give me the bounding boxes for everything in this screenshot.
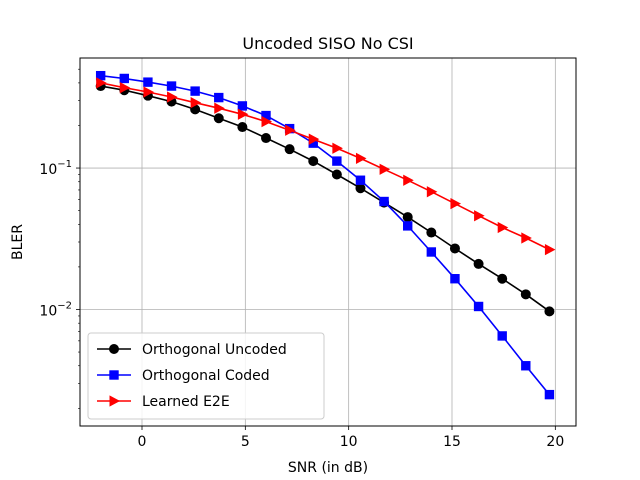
data-point-triangle (214, 102, 225, 114)
data-point-square (332, 156, 342, 166)
data-point-square (473, 301, 484, 312)
x-tick-label: 20 (546, 434, 564, 450)
legend-entry: Learned E2E (97, 394, 230, 410)
data-point-triangle (109, 395, 121, 407)
series-orthogonal-coded (95, 70, 555, 400)
data-point-square (450, 274, 460, 284)
legend: Orthogonal Uncoded Orthogonal Coded Learne… (87, 332, 325, 420)
data-point-circle (449, 243, 460, 254)
data-point-square (355, 175, 366, 185)
data-point-square (109, 370, 119, 380)
data-point-triangle (119, 82, 131, 94)
x-axis-label: SNR (in dB) (288, 460, 368, 476)
legend-entry: Orthogonal Uncoded (97, 342, 287, 358)
data-point-triangle (308, 133, 320, 145)
legend-entry: Orthogonal Coded (97, 368, 270, 384)
series-layer (95, 70, 556, 400)
data-point-square (237, 101, 248, 111)
data-point-circle (331, 169, 342, 180)
data-point-circle (544, 306, 555, 317)
data-point-triangle (190, 97, 202, 109)
data-point-triangle (355, 152, 367, 165)
legend-label: Orthogonal Uncoded (142, 342, 287, 358)
data-point-square (143, 77, 153, 87)
data-point-square (119, 73, 129, 84)
x-tick-label: 15 (443, 434, 461, 450)
data-point-square (426, 247, 437, 257)
data-point-triangle (332, 142, 343, 154)
data-point-triangle (285, 124, 296, 136)
data-point-triangle (167, 91, 178, 103)
data-point-square (214, 92, 224, 103)
x-tick-label: 0 (138, 434, 147, 450)
data-point-triangle (96, 77, 107, 89)
legend-box (87, 332, 325, 420)
data-point-circle (497, 273, 508, 284)
data-point-square (521, 361, 531, 371)
data-point-triangle (143, 86, 154, 98)
y-tick-label: 10−2 (39, 300, 72, 319)
data-point-triangle (521, 232, 532, 244)
data-point-circle (109, 344, 119, 354)
x-tick-label: 10 (340, 434, 358, 450)
data-point-circle (308, 156, 319, 167)
data-point-triangle (544, 243, 556, 256)
chart-title: Uncoded SISO No CSI (242, 34, 413, 53)
data-point-circle (355, 183, 366, 194)
data-point-triangle (261, 115, 273, 128)
data-point-circle (284, 144, 295, 155)
data-point-circle (402, 212, 413, 223)
data-point-square (497, 331, 507, 341)
data-point-triangle (497, 221, 509, 234)
x-tick-label: 5 (241, 434, 250, 450)
data-point-circle (473, 258, 484, 269)
data-point-circle (237, 122, 248, 133)
data-point-circle (261, 133, 271, 144)
grid-lines (80, 58, 576, 426)
data-point-triangle (379, 163, 391, 175)
series-learned-e2e (96, 77, 556, 256)
data-point-triangle (237, 108, 249, 120)
legend-label: Learned E2E (142, 394, 230, 410)
data-point-square (166, 81, 177, 91)
data-point-triangle (474, 210, 485, 222)
y-tick-label: 10−1 (39, 159, 72, 178)
data-point-circle (426, 227, 437, 238)
data-point-square (379, 196, 389, 207)
data-point-square (190, 86, 200, 96)
data-point-triangle (450, 198, 462, 210)
data-point-triangle (426, 186, 438, 198)
y-axis-label: BLER (10, 224, 26, 260)
axis-ticks: 0 5 10 15 20 10−2 10−1 (39, 68, 564, 450)
data-point-triangle (403, 174, 414, 186)
legend-label: Orthogonal Coded (142, 368, 270, 384)
data-point-circle (520, 289, 531, 300)
data-point-square (544, 389, 555, 400)
data-point-circle (213, 113, 224, 124)
data-point-square (403, 221, 413, 231)
